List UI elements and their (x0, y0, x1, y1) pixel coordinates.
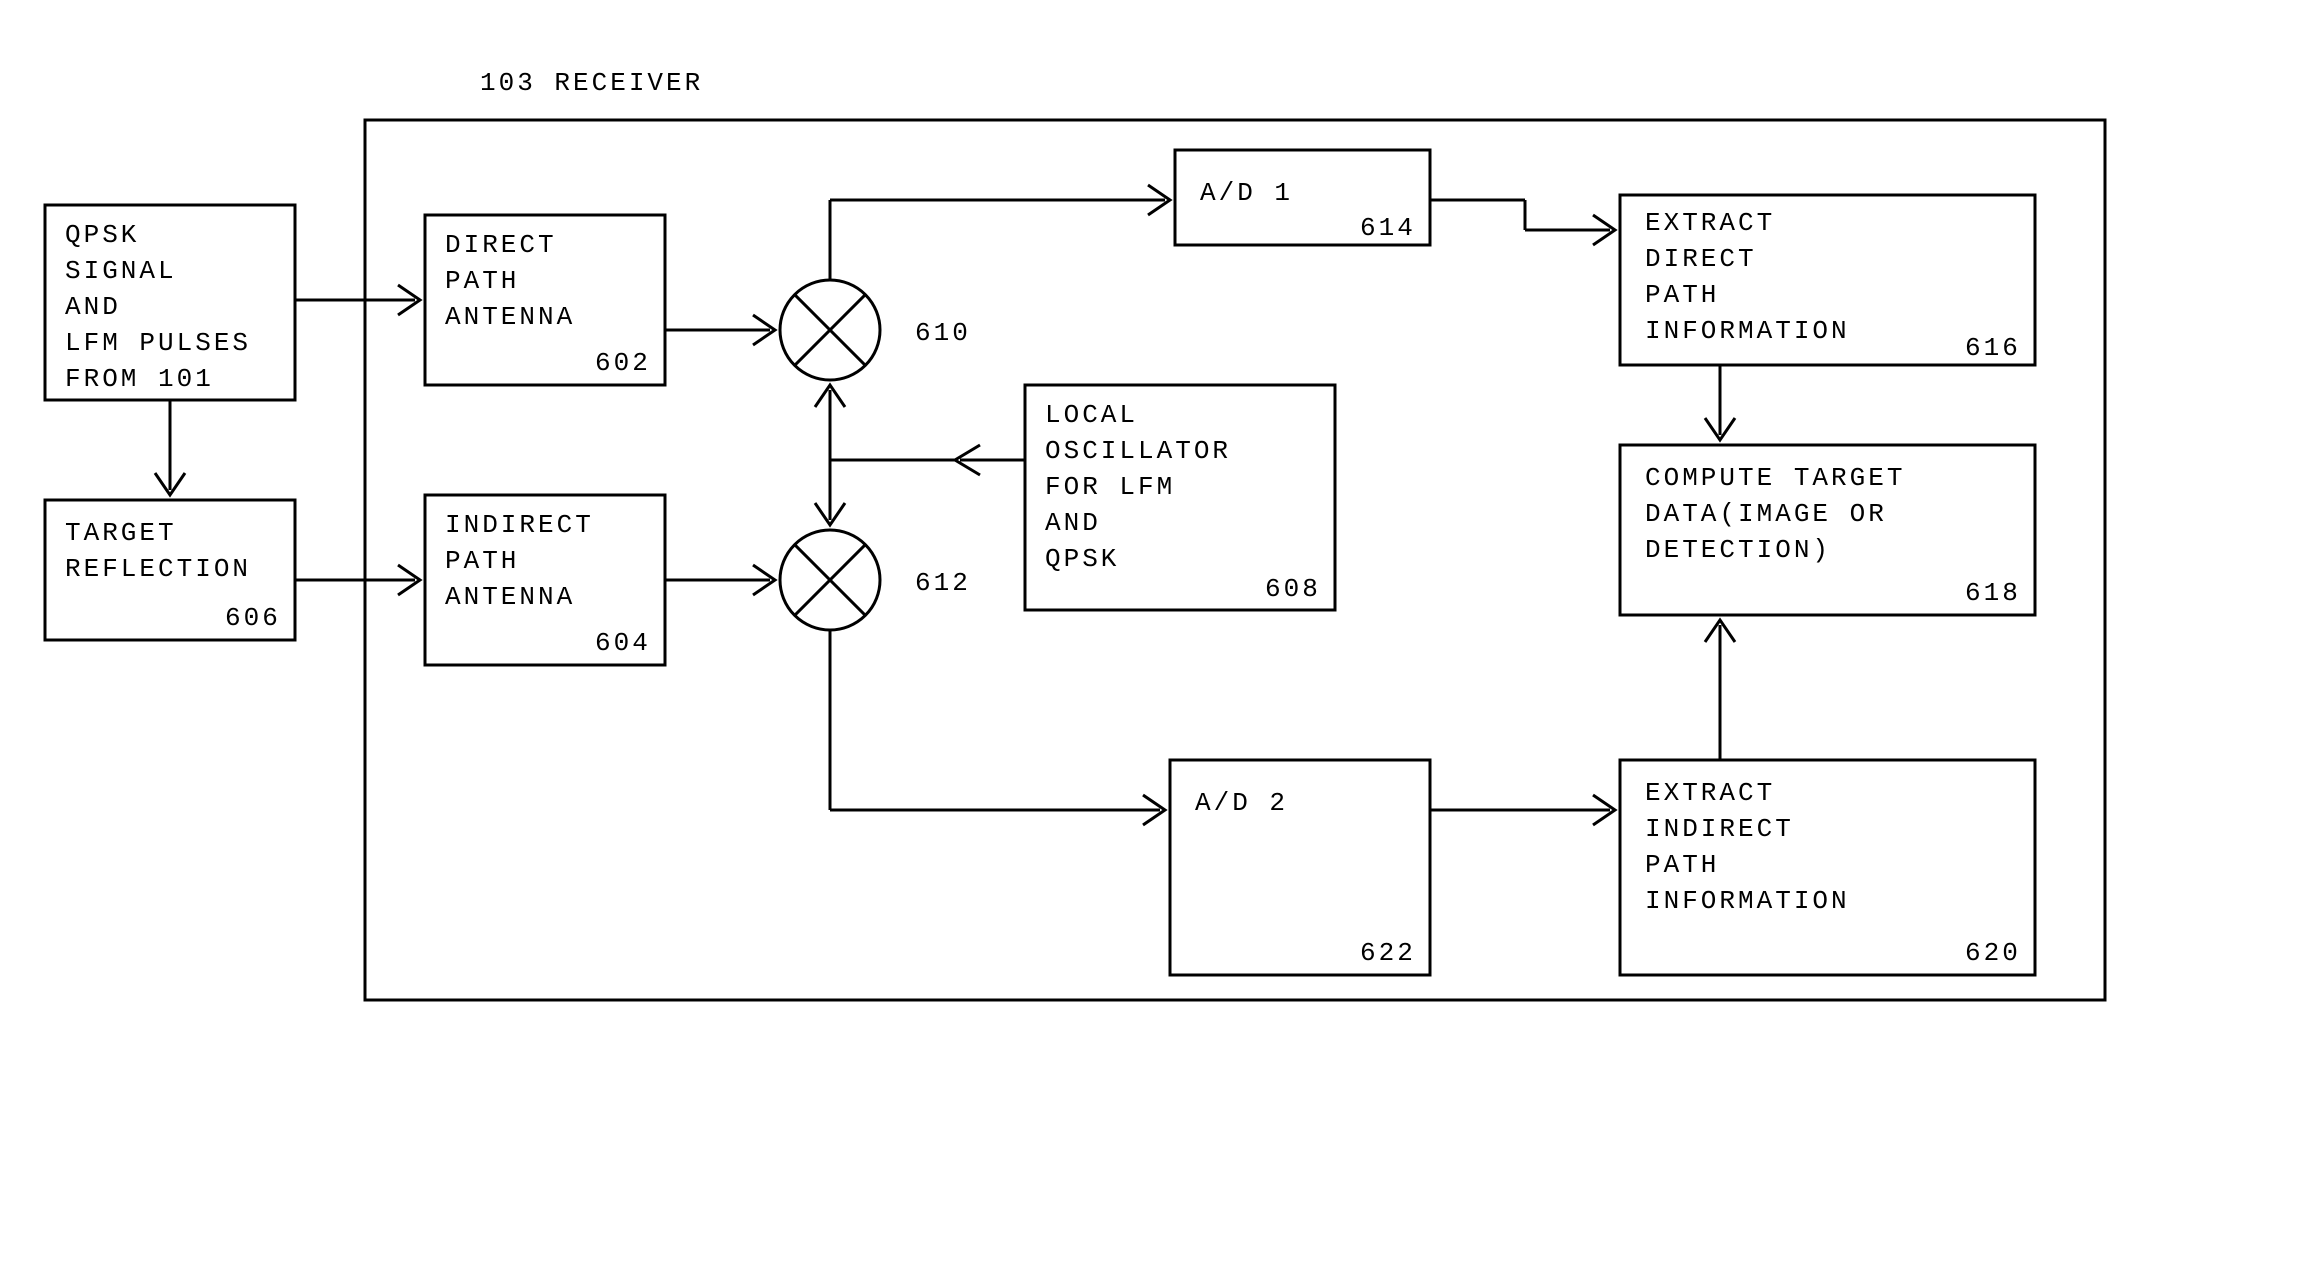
extract-indirect-block: EXTRACT INDIRECT PATH INFORMATION 620 (1620, 760, 2035, 975)
svg-text:PATH: PATH (1645, 280, 1719, 310)
svg-text:622: 622 (1360, 938, 1416, 968)
svg-text:ANTENNA: ANTENNA (445, 302, 575, 332)
receiver-container (365, 120, 2105, 1000)
svg-text:LFM PULSES: LFM PULSES (65, 328, 251, 358)
svg-text:PATH: PATH (445, 546, 519, 576)
svg-text:610: 610 (915, 318, 971, 348)
edge-extractdirect-compute (1705, 365, 1735, 440)
edge-qpsk-target (155, 400, 185, 495)
edge-ad1-extract (1430, 200, 1615, 245)
svg-text:616: 616 (1965, 333, 2021, 363)
svg-text:QPSK: QPSK (65, 220, 139, 250)
svg-text:EXTRACT: EXTRACT (1645, 208, 1775, 238)
svg-text:INFORMATION: INFORMATION (1645, 886, 1850, 916)
edge-mixer2-ad2 (830, 630, 1165, 825)
mixer-610: 610 (780, 280, 971, 380)
svg-text:PATH: PATH (1645, 850, 1719, 880)
oscillator-block: LOCAL OSCILLATOR FOR LFM AND QPSK 608 (1025, 385, 1335, 610)
svg-text:TARGET: TARGET (65, 518, 177, 548)
svg-text:620: 620 (1965, 938, 2021, 968)
svg-text:604: 604 (595, 628, 651, 658)
svg-text:INFORMATION: INFORMATION (1645, 316, 1850, 346)
svg-text:SIGNAL: SIGNAL (65, 256, 177, 286)
edge-direct-mixer1 (665, 315, 775, 345)
svg-text:DIRECT: DIRECT (1645, 244, 1757, 274)
svg-text:INDIRECT: INDIRECT (1645, 814, 1794, 844)
svg-text:AND: AND (1045, 508, 1101, 538)
svg-text:COMPUTE TARGET: COMPUTE TARGET (1645, 463, 1905, 493)
ad1-block: A/D 1 614 (1175, 150, 1430, 245)
qpsk-block: QPSK SIGNAL AND LFM PULSES FROM 101 (45, 205, 295, 400)
edge-mixer1-ad1 (830, 185, 1170, 280)
svg-text:EXTRACT: EXTRACT (1645, 778, 1775, 808)
svg-text:A/D 1: A/D 1 (1200, 178, 1293, 208)
svg-text:REFLECTION: REFLECTION (65, 554, 251, 584)
ad2-block: A/D 2 622 (1170, 760, 1430, 975)
indirect-antenna-block: INDIRECT PATH ANTENNA 604 (425, 495, 665, 665)
svg-text:LOCAL: LOCAL (1045, 400, 1138, 430)
direct-antenna-block: DIRECT PATH ANTENNA 602 (425, 215, 665, 385)
receiver-diagram: 103 RECEIVER QPSK SIGNAL AND LFM PULSES … (20, 20, 2140, 1030)
svg-text:A/D 2: A/D 2 (1195, 788, 1288, 818)
svg-text:606: 606 (225, 603, 281, 633)
edge-qpsk-direct (295, 285, 420, 315)
svg-text:602: 602 (595, 348, 651, 378)
svg-text:608: 608 (1265, 574, 1321, 604)
svg-text:OSCILLATOR: OSCILLATOR (1045, 436, 1231, 466)
edge-ad2-extract (1430, 795, 1615, 825)
edge-target-indirect (295, 565, 420, 595)
svg-text:DIRECT: DIRECT (445, 230, 557, 260)
svg-text:FROM 101: FROM 101 (65, 364, 214, 394)
svg-text:614: 614 (1360, 213, 1416, 243)
svg-text:QPSK: QPSK (1045, 544, 1119, 574)
mixer-612: 612 (780, 530, 971, 630)
svg-text:AND: AND (65, 292, 121, 322)
svg-text:DATA(IMAGE OR: DATA(IMAGE OR (1645, 499, 1887, 529)
edge-extractindirect-compute (1705, 620, 1735, 760)
diagram-title: 103 RECEIVER (480, 68, 703, 98)
svg-text:PATH: PATH (445, 266, 519, 296)
svg-text:INDIRECT: INDIRECT (445, 510, 594, 540)
svg-text:FOR LFM: FOR LFM (1045, 472, 1175, 502)
svg-text:618: 618 (1965, 578, 2021, 608)
edge-oscillator-mixers (815, 385, 1025, 525)
extract-direct-block: EXTRACT DIRECT PATH INFORMATION 616 (1620, 195, 2035, 365)
edge-indirect-mixer2 (665, 565, 775, 595)
svg-text:DETECTION): DETECTION) (1645, 535, 1831, 565)
compute-block: COMPUTE TARGET DATA(IMAGE OR DETECTION) … (1620, 445, 2035, 615)
target-reflection-block: TARGET REFLECTION 606 (45, 500, 295, 640)
svg-text:ANTENNA: ANTENNA (445, 582, 575, 612)
svg-text:612: 612 (915, 568, 971, 598)
